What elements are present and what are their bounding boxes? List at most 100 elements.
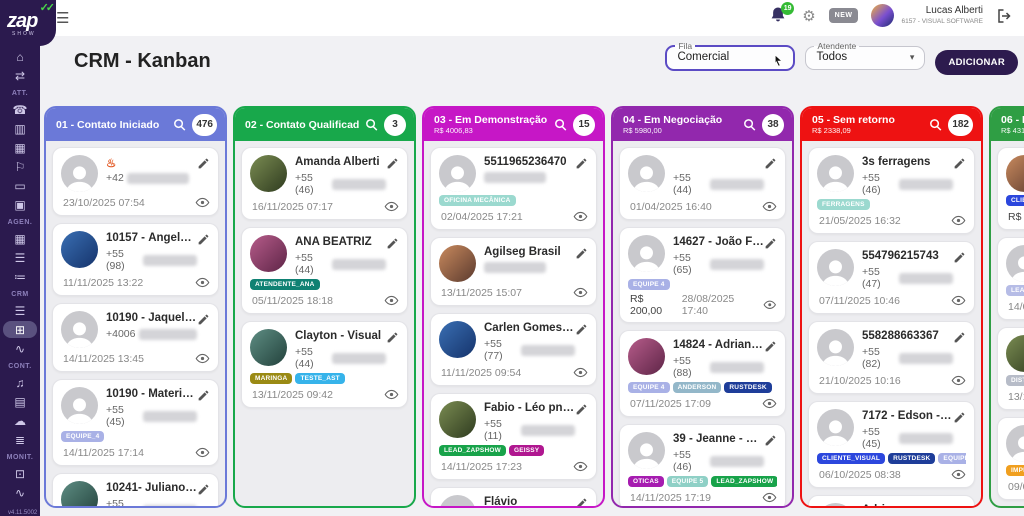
edit-icon[interactable] bbox=[764, 340, 777, 353]
search-icon[interactable] bbox=[928, 117, 943, 132]
kanban-card[interactable]: ANA BEATRIZ +55 (44) ATENDENTE_ANA 05/11/20… bbox=[241, 227, 408, 314]
edit-icon[interactable] bbox=[953, 505, 966, 506]
adicionar-button[interactable]: ADICIONAR bbox=[935, 50, 1018, 75]
edit-icon[interactable] bbox=[575, 403, 588, 416]
search-icon[interactable] bbox=[364, 117, 379, 132]
kanban-card[interactable]: 558288663367 +55 (82) 21/10/2025 10:16 bbox=[808, 321, 975, 394]
view-eye-icon[interactable] bbox=[195, 445, 210, 460]
kanban-card[interactable]: 10190 - Materiais de... +55 (45)EQUIPE_4 1… bbox=[52, 379, 219, 466]
sidebar-item-inbox[interactable]: ▣ bbox=[3, 196, 37, 213]
logout-icon[interactable] bbox=[996, 7, 1014, 25]
kanban-card[interactable]: Agilseg Brasil 13/11/2025 15:07 bbox=[430, 237, 597, 306]
view-eye-icon[interactable] bbox=[384, 293, 399, 308]
edit-icon[interactable] bbox=[953, 251, 966, 264]
edit-icon[interactable] bbox=[575, 247, 588, 260]
sidebar-item-kanban[interactable]: ⊞ bbox=[3, 321, 37, 338]
edit-icon[interactable] bbox=[575, 157, 588, 170]
kanban-card[interactable]: 12+5DISTRIBUIDOR13/11/2 bbox=[997, 327, 1024, 410]
kanban-card[interactable]: 14+5IMPLANTAÇÃO09/08/2 bbox=[997, 417, 1024, 500]
kanban-card[interactable]: Carlen Gomes - Rede ... +55 (77) 11/11/202… bbox=[430, 313, 597, 386]
column-body[interactable]: +55 (44) 01/04/2025 16:40 14627 - João Fra… bbox=[613, 141, 792, 506]
sidebar-item-campaign[interactable]: ⚐ bbox=[3, 158, 37, 175]
search-icon[interactable] bbox=[172, 117, 187, 132]
sidebar-item-cloud[interactable]: ☁ bbox=[3, 412, 37, 429]
column-body[interactable]: 3s ferragens +55 (46) FERRAGENS 21/05/2025 … bbox=[802, 141, 981, 506]
kanban-card[interactable]: Amanda Alberti +55 (46) 16/11/2025 07:17 bbox=[241, 147, 408, 220]
new-badge[interactable]: NEW bbox=[828, 8, 859, 23]
kanban-card[interactable]: ♨ +42 23/10/2025 07:54 bbox=[52, 147, 219, 216]
view-eye-icon[interactable] bbox=[573, 365, 588, 380]
view-eye-icon[interactable] bbox=[573, 209, 588, 224]
sidebar-item-crm-list[interactable]: ☰ bbox=[3, 302, 37, 319]
kanban-card[interactable]: 39 - Jeanne - Ótica ... +55 (46) OTICASEQU… bbox=[619, 424, 786, 506]
atendente-select[interactable]: Atendente Todos ▾ bbox=[805, 41, 926, 70]
view-eye-icon[interactable] bbox=[195, 351, 210, 366]
sidebar-item-agenda-list[interactable]: ☰ bbox=[3, 249, 37, 266]
edit-icon[interactable] bbox=[764, 434, 777, 447]
edit-icon[interactable] bbox=[197, 313, 210, 326]
notifications-bell-icon[interactable]: 19 bbox=[769, 1, 795, 26]
view-eye-icon[interactable] bbox=[195, 195, 210, 210]
view-eye-icon[interactable] bbox=[951, 373, 966, 388]
edit-icon[interactable] bbox=[953, 331, 966, 344]
kanban-card[interactable]: +55 (44) 01/04/2025 16:40 bbox=[619, 147, 786, 220]
sidebar-item-chats[interactable]: ▭ bbox=[3, 177, 37, 194]
column-body[interactable]: Amanda Alberti +55 (46) 16/11/2025 07:17 AN… bbox=[235, 141, 414, 506]
sidebar-item-monitor-chart[interactable]: ∿ bbox=[3, 484, 37, 501]
kanban-card[interactable]: 554796215743 +55 (47) 07/11/2025 10:46 bbox=[808, 241, 975, 314]
kanban-card[interactable]: Adriana+55 (11)23/07/2025 15:48 bbox=[808, 495, 975, 506]
sidebar-item-contacts-book[interactable]: ▤ bbox=[3, 393, 37, 410]
sidebar-item-company[interactable]: ≣ bbox=[3, 431, 37, 448]
edit-icon[interactable] bbox=[386, 237, 399, 250]
view-eye-icon[interactable] bbox=[951, 467, 966, 482]
view-eye-icon[interactable] bbox=[951, 213, 966, 228]
kanban-card[interactable]: Clayton - Visual +55 (44) MARINGA TESTE_AST… bbox=[241, 321, 408, 408]
column-body[interactable]: ♨ +42 23/10/2025 07:54 10157 - Ângelo - Com… bbox=[46, 141, 225, 506]
kanban-card[interactable]: 14824 - Adriano - Au...+55 (88)EQUIPE 4A… bbox=[619, 330, 786, 417]
kanban-card[interactable]: Fabio - Léo pneus bo... +55 (11) LEAD_ZAPS… bbox=[430, 393, 597, 480]
menu-icon[interactable]: ☰ bbox=[56, 10, 70, 27]
sidebar-item-monitor[interactable]: ⊡ bbox=[3, 465, 37, 482]
sidebar-item-crm-chart[interactable]: ∿ bbox=[3, 340, 37, 357]
edit-icon[interactable] bbox=[197, 157, 210, 170]
column-body[interactable]: 5511965236470 OFICINA MECÂNICA 02/04/2025 … bbox=[424, 141, 603, 506]
column-body[interactable]: 10+5CLIENTE_VISUR$ 1730,0 11+5LEADLE14/07… bbox=[991, 141, 1024, 506]
kanban-card[interactable]: Flávio+55 (35)LEAD_ZAPSHOWRAFAELY STRADA… bbox=[430, 487, 597, 506]
settings-gear-icon[interactable]: ⚙ bbox=[802, 7, 816, 25]
view-eye-icon[interactable] bbox=[762, 396, 777, 411]
kanban-card[interactable]: 7172 - Edson - Sigmo... +55 (45) CLIENTE_V… bbox=[808, 401, 975, 488]
sidebar-item-whatsapp[interactable]: ☎ bbox=[3, 101, 37, 118]
edit-icon[interactable] bbox=[953, 411, 966, 424]
sidebar-item-tasks[interactable]: ≔ bbox=[3, 268, 37, 285]
sidebar-item-transfer[interactable]: ⇄ bbox=[3, 67, 37, 84]
edit-icon[interactable] bbox=[197, 389, 210, 402]
fila-select[interactable]: Fila Comercial bbox=[665, 41, 796, 71]
edit-icon[interactable] bbox=[575, 323, 588, 336]
edit-icon[interactable] bbox=[386, 331, 399, 344]
view-eye-icon[interactable] bbox=[384, 199, 399, 214]
kanban-card[interactable]: 10241- Juliano - Mad...+55 (46)DISTRIBUI… bbox=[52, 473, 219, 506]
view-eye-icon[interactable] bbox=[762, 490, 777, 505]
sidebar-item-home[interactable]: ⌂ bbox=[3, 48, 37, 65]
sidebar-item-schedule[interactable]: ▦ bbox=[3, 139, 37, 156]
edit-icon[interactable] bbox=[386, 157, 399, 170]
user-profile[interactable]: Lucas Alberti 6157 - VISUAL SOFTWARE bbox=[871, 4, 983, 27]
view-eye-icon[interactable] bbox=[951, 293, 966, 308]
edit-icon[interactable] bbox=[764, 237, 777, 250]
view-eye-icon[interactable] bbox=[573, 285, 588, 300]
kanban-card[interactable]: 10+5CLIENTE_VISUR$ 1730,0 bbox=[997, 147, 1024, 230]
edit-icon[interactable] bbox=[197, 233, 210, 246]
edit-icon[interactable] bbox=[953, 157, 966, 170]
search-icon[interactable] bbox=[553, 117, 568, 132]
edit-icon[interactable] bbox=[575, 497, 588, 506]
sidebar-item-calendar[interactable]: ▦ bbox=[3, 230, 37, 247]
kanban-card[interactable]: 10157 - Ângelo - Com... +55 (98) 11/11/202… bbox=[52, 223, 219, 296]
kanban-card[interactable]: 14627 - João Fraga ... +55 (65)EQUIPE 4 R$… bbox=[619, 227, 786, 323]
kanban-card[interactable]: 11+5LEADLE14/07/2 bbox=[997, 237, 1024, 320]
search-icon[interactable] bbox=[742, 117, 757, 132]
sidebar-item-audio[interactable]: ♫ bbox=[3, 374, 37, 391]
kanban-card[interactable]: 10190 - Jaqueline - ... +4006 14/11/2025 1… bbox=[52, 303, 219, 372]
view-eye-icon[interactable] bbox=[573, 459, 588, 474]
edit-icon[interactable] bbox=[197, 483, 210, 496]
view-eye-icon[interactable] bbox=[195, 275, 210, 290]
